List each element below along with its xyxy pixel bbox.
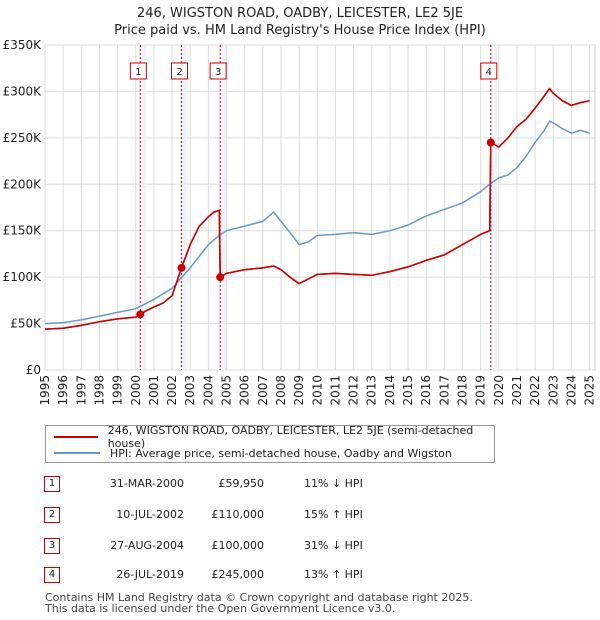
x-tick-label: 2011 (328, 375, 342, 406)
legend-item-hpi: HPI: Average price, semi-detached house,… (54, 445, 452, 461)
x-tick-label: 2020 (492, 375, 506, 406)
x-tick-label: 2022 (528, 375, 542, 406)
chart-legend: 246, WIGSTON ROAD, OADBY, LEICESTER, LE2… (45, 424, 495, 463)
sale-label-text: 1 (135, 67, 141, 78)
legend-item-property: 246, WIGSTON ROAD, OADBY, LEICESTER, LE2… (54, 424, 494, 450)
sale-hpi-change: 13% ↑ HPI (304, 568, 363, 581)
x-tick-label: 2002 (165, 375, 179, 406)
x-tick-label: 2013 (365, 375, 379, 406)
sale-label-text: 4 (486, 67, 492, 78)
sale-label: 4 (480, 62, 498, 80)
sale-price: £245,000 (211, 568, 265, 581)
x-tick-label: 2025 (583, 375, 597, 406)
sale-row-1: 1 31-MAR-2000 £59,950 11% ↓ HPI (44, 476, 444, 496)
sale-price: £100,000 (211, 539, 265, 552)
sale-price: £59,950 (218, 477, 265, 490)
sale-price: £110,000 (211, 508, 265, 521)
x-tick-label: 2014 (383, 375, 397, 406)
sale-row-3: 3 27-AUG-2004 £100,000 31% ↓ HPI (44, 538, 444, 558)
y-tick-label: £100K (3, 270, 43, 284)
x-tick-label: 2008 (274, 375, 288, 406)
sale-label-box (480, 62, 498, 80)
sale-date: 27-AUG-2004 (110, 539, 184, 552)
x-tick-label: 2009 (292, 375, 306, 406)
y-tick-label: £300K (3, 84, 43, 98)
x-tick-label: 2019 (474, 375, 488, 406)
x-tick-label: 1998 (92, 375, 106, 406)
x-tick-label: 1995 (38, 375, 52, 406)
x-tick-label: 2012 (347, 375, 361, 406)
sale-shade (220, 45, 227, 370)
property-price-line-top (44, 87, 590, 330)
x-tick-label: 2000 (129, 375, 143, 406)
legend-label-hpi: HPI: Average price, semi-detached house,… (110, 446, 452, 460)
sale-label-box (171, 62, 189, 80)
x-tick-label: 2004 (201, 375, 215, 406)
sale-label-text: 3 (215, 67, 221, 78)
x-tick-label: 1997 (74, 375, 88, 406)
x-tick-label: 2006 (238, 375, 252, 406)
sale-hpi-change: 31% ↓ HPI (304, 539, 363, 552)
y-tick-label: £50K (10, 317, 42, 331)
y-tick-label: £200K (3, 177, 43, 191)
sale-shade (140, 45, 147, 370)
x-tick-label: 2017 (437, 375, 451, 406)
x-tick-label: 2023 (546, 375, 560, 406)
sale-label-box (209, 62, 227, 80)
x-tick-label: 2010 (310, 375, 324, 406)
sale-hpi-change: 11% ↓ HPI (304, 477, 363, 490)
x-tick-label: 1996 (56, 375, 70, 406)
sale-point (136, 310, 145, 319)
y-tick-label: £0 (26, 363, 41, 377)
sale-row-2: 2 10-JUL-2002 £110,000 15% ↑ HPI (44, 507, 444, 527)
y-tick-label: £350K (3, 38, 43, 52)
sale-label-box (129, 62, 147, 80)
x-tick-label: 1999 (111, 375, 125, 406)
sale-date: 10-JUL-2002 (116, 508, 184, 521)
sale-date: 31-MAR-2000 (109, 477, 184, 490)
sale-date: 26-JUL-2019 (116, 568, 184, 581)
footer-copyright: Contains HM Land Registry data © Crown c… (45, 591, 473, 604)
sale-label: 3 (209, 62, 227, 80)
legend-label-property: 246, WIGSTON ROAD, OADBY, LEICESTER, LE2… (107, 424, 474, 450)
x-tick-label: 2003 (183, 375, 197, 406)
x-tick-label: 2018 (455, 375, 469, 406)
sale-point (486, 138, 495, 147)
x-tick-label: 2016 (419, 375, 433, 406)
y-tick-label: £150K (3, 224, 43, 238)
x-tick-label: 2001 (147, 375, 161, 406)
sale-badge: 1 (44, 476, 60, 492)
sale-label: 1 (129, 62, 147, 80)
plot-area (44, 44, 596, 371)
sale-label: 2 (171, 62, 189, 80)
sale-badge: 2 (44, 507, 60, 523)
sale-point (177, 263, 186, 272)
hpi-line (44, 120, 590, 325)
price-chart: £0 £50K £100K £150K £200K £250K £300K £350K 1995… (3, 38, 597, 406)
sale-badge: 4 (44, 567, 60, 583)
sale-row-4: 4 26-JUL-2019 £245,000 13% ↑ HPI (44, 567, 444, 587)
x-tick-label: 2015 (401, 375, 415, 406)
x-tick-label: 2007 (256, 375, 270, 406)
sale-badge: 3 (44, 538, 60, 554)
sale-hpi-change: 15% ↑ HPI (304, 508, 363, 521)
chart-subtitle: Price paid vs. HM Land Registry's House … (114, 23, 486, 38)
chart-title: 246, WIGSTON ROAD, OADBY, LEICESTER, LE2… (136, 6, 464, 21)
x-tick-label: 2005 (220, 375, 234, 406)
footer-licence: This data is licensed under the Open Gov… (45, 602, 396, 615)
x-tick-label: 2024 (564, 375, 578, 406)
x-tick-label: 2021 (510, 375, 524, 406)
legend-swatch-property (54, 436, 98, 438)
y-tick-label: £250K (3, 131, 43, 145)
sale-shade (181, 45, 188, 370)
sale-label-text: 2 (176, 67, 182, 78)
sale-point (216, 273, 225, 282)
legend-swatch-hpi (54, 452, 100, 454)
sale-shade (490, 45, 497, 370)
